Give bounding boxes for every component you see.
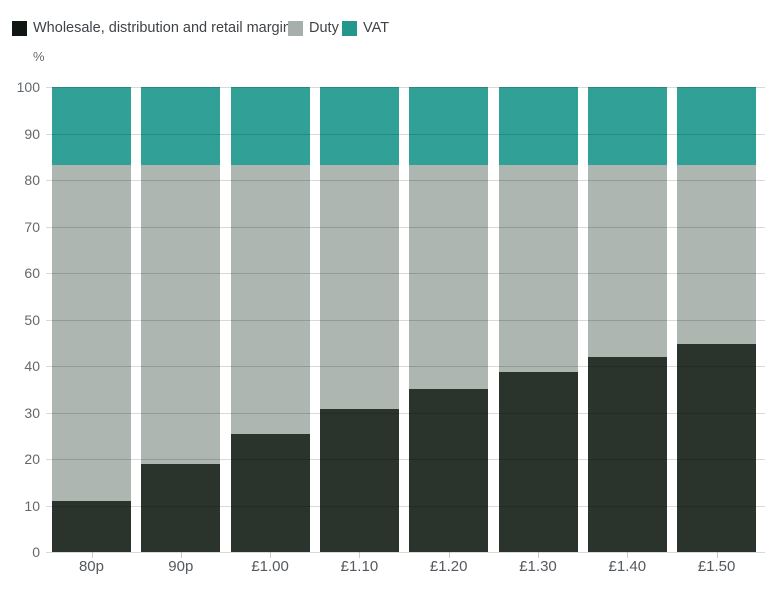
bar-segment-margin-£1.50 <box>677 344 757 552</box>
gridline-60 <box>46 273 765 274</box>
bar-segment-vat-80p <box>52 87 131 165</box>
legend-swatch-duty-icon <box>288 20 303 36</box>
legend-swatch-vat-icon <box>342 20 357 36</box>
x-axis-label: £1.50 <box>697 558 736 575</box>
x-axis-tick <box>91 552 93 558</box>
bar-segment-margin-£1.40 <box>587 356 667 552</box>
bar-segment-vat-£1.40 <box>587 87 667 165</box>
y-axis-label: 20 <box>24 451 40 467</box>
x-axis-label: £1.30 <box>519 558 557 575</box>
x-axis-tick <box>359 552 361 558</box>
y-axis-label: 0 <box>32 544 40 560</box>
x-axis-label: £1.40 <box>608 558 647 575</box>
bar-segment-duty-£1.10 <box>319 164 399 410</box>
bar-segment-duty-£1.40 <box>587 164 667 357</box>
y-axis-label: 50 <box>24 311 40 328</box>
gridline-50 <box>46 319 765 321</box>
bar-segment-margin-£1.10 <box>319 409 399 552</box>
legend-swatch-margin-icon <box>12 20 27 36</box>
y-axis-label: 90 <box>24 125 40 142</box>
legend-item-vat[interactable]: VAT <box>342 20 389 36</box>
bar-segment-duty-£1.50 <box>677 164 757 345</box>
bar-segment-vat-£1.50 <box>677 87 757 165</box>
bar-segment-vat-£1.30 <box>498 87 578 165</box>
x-axis-tick <box>270 552 272 558</box>
bar-segment-duty-£1.00 <box>230 164 310 434</box>
x-axis-label: £1.20 <box>429 558 468 575</box>
y-axis-label: 100 <box>16 79 40 95</box>
x-axis-tick <box>448 552 450 558</box>
bar-segment-vat-£1.10 <box>319 87 399 165</box>
bar-segment-vat-£1.20 <box>409 87 489 165</box>
x-axis-tick <box>538 552 539 558</box>
bar-segment-margin-£1.20 <box>409 389 489 552</box>
y-axis-label: 70 <box>24 218 40 235</box>
y-axis-label: 80 <box>24 172 40 188</box>
x-axis-tick <box>627 552 629 558</box>
gridline-0 <box>46 552 765 553</box>
bar-segment-vat-90p <box>141 87 221 165</box>
bar-segment-margin-£1.30 <box>498 371 578 552</box>
bar-segment-duty-80p <box>52 164 131 502</box>
x-axis-label: 80p <box>78 558 104 575</box>
bar-segment-vat-£1.00 <box>230 87 310 165</box>
gridline-90 <box>46 133 765 135</box>
bar-segment-margin-£1.00 <box>230 433 310 552</box>
gridline-40 <box>46 366 765 367</box>
gridline-20 <box>46 459 765 460</box>
y-axis-label: 30 <box>24 404 40 421</box>
legend-label-vat: VAT <box>363 20 390 36</box>
y-axis-label: 40 <box>24 358 40 374</box>
gridline-30 <box>46 412 765 414</box>
gridline-100 <box>46 87 765 88</box>
x-axis-tick <box>716 552 718 558</box>
gridline-70 <box>46 226 765 228</box>
legend-label-margin: Wholesale, distribution and retail margi… <box>33 20 291 36</box>
bar-segment-margin-90p <box>141 464 221 552</box>
y-axis-label: 60 <box>24 265 40 281</box>
legend-item-margin[interactable]: Wholesale, distribution and retail margi… <box>12 20 291 36</box>
x-axis-label: £1.10 <box>340 558 379 575</box>
legend-label-duty: Duty <box>309 20 339 36</box>
bar-segment-duty-£1.20 <box>409 164 489 390</box>
gridline-80 <box>46 180 765 181</box>
y-axis-label: 10 <box>24 497 40 514</box>
bar-segment-duty-£1.30 <box>498 164 578 372</box>
x-axis-tick <box>180 552 182 558</box>
legend-item-duty[interactable]: Duty <box>288 20 339 36</box>
bar-segment-duty-90p <box>141 164 221 465</box>
gridline-10 <box>46 505 765 507</box>
x-axis-label: £1.00 <box>251 558 289 575</box>
x-axis-label: 90p <box>168 558 194 575</box>
bar-segment-margin-80p <box>52 501 131 552</box>
y-axis-title: % <box>33 49 45 64</box>
